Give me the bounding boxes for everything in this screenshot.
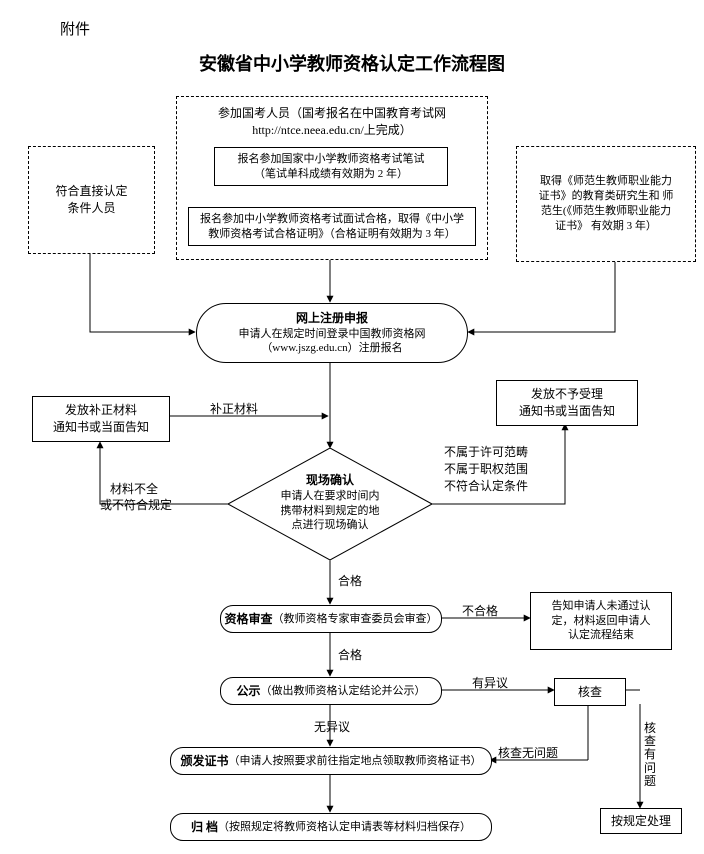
reject-notice-box: 发放不予受理 通知书或当面告知	[496, 380, 638, 426]
reject-reasons: 不属于许可范畴 不属于职权范围 不符合认定条件	[444, 444, 528, 494]
top-left-line1: 符合直接认定	[55, 183, 127, 200]
issue-title: 颁发证书	[180, 753, 228, 770]
attachment-label: 附件	[60, 18, 90, 39]
label-pass-2: 合格	[338, 646, 362, 663]
review-text: （教师资格专家审查委员会审查）	[273, 612, 438, 627]
verify-box: 核查	[554, 678, 626, 706]
confirm-line2: 携带材料到规定的地	[228, 504, 432, 519]
publicity-title: 公示	[236, 683, 260, 700]
supplement-line2: 通知书或当面告知	[53, 419, 149, 436]
publicity-text: （做出教师资格认定结论并公示）	[261, 684, 426, 699]
top-right-line2: 证书》的教育类研究生和 师	[539, 189, 674, 204]
archive-text: （按照规定将教师资格认定申请表等材料归档保存）	[218, 820, 471, 835]
online-register-box: 网上注册申报 申请人在规定时间登录中国教师资格网 （www.jszg.edu.c…	[196, 303, 468, 363]
review-fail-line2: 定，材料返回申请人	[552, 614, 651, 629]
exam-interview-line2: 教师资格考试合格证明》（合格证明有效期为 3 年）	[208, 227, 456, 242]
page-title: 安徽省中小学教师资格认定工作流程图	[0, 50, 704, 76]
top-right-line1: 取得《师范生教师职业能力	[540, 174, 672, 189]
supplement-line1: 发放补正材料	[65, 402, 137, 419]
label-incomplete2: 或不符合规定	[100, 496, 172, 513]
exam-written-line1: 报名参加国家中小学教师资格考试笔试	[238, 152, 425, 167]
reject-reason-3: 不符合认定条件	[444, 478, 528, 495]
archive-box: 归 档 （按照规定将教师资格认定申请表等材料归档保存）	[170, 813, 492, 841]
qualification-review-box: 资格审查 （教师资格专家审查委员会审查）	[220, 605, 442, 633]
label-verify-ok: 核查无问题	[498, 744, 558, 761]
confirm-line3: 点进行现场确认	[228, 518, 432, 533]
top-right-line3: 范生(《师范生教师职业能力	[541, 204, 671, 219]
review-fail-box: 告知申请人未通过认 定，材料返回申请人 认定流程结束	[530, 592, 672, 650]
reject-reason-1: 不属于许可范畴	[444, 444, 528, 461]
verify-text: 核查	[578, 684, 602, 701]
register-line2: （www.jszg.edu.cn）注册报名	[197, 341, 467, 356]
top-right-normal-student-box: 取得《师范生教师职业能力 证书》的教育类研究生和 师 范生(《师范生教师职业能力…	[516, 146, 696, 262]
review-title: 资格审查	[224, 611, 272, 628]
top-center-header2: http://ntce.neea.edu.cn/上完成）	[252, 122, 412, 139]
confirm-title: 现场确认	[228, 472, 432, 489]
label-fail: 不合格	[462, 602, 498, 619]
publicity-box: 公示 （做出教师资格认定结论并公示）	[220, 677, 442, 705]
archive-title: 归 档	[191, 819, 218, 836]
review-fail-line1: 告知申请人未通过认	[552, 599, 651, 614]
supplement-notice-box: 发放补正材料 通知书或当面告知	[32, 396, 170, 442]
label-no-objection: 无异议	[314, 718, 350, 735]
top-center-header1: 参加国考人员（国考报名在中国教育考试网	[218, 105, 446, 122]
handle-text: 按规定处理	[611, 813, 671, 830]
top-left-line2: 条件人员	[67, 200, 115, 217]
confirm-line1: 申请人在要求时间内	[228, 489, 432, 504]
issue-text: （申请人按照要求前往指定地点领取教师资格证书）	[229, 754, 482, 769]
exam-interview-box: 报名参加中小学教师资格考试面试合格，取得《中小学 教师资格考试合格证明》（合格证…	[188, 207, 476, 246]
issue-cert-box: 颁发证书 （申请人按照要求前往指定地点领取教师资格证书）	[170, 747, 492, 775]
review-fail-line3: 认定流程结束	[568, 628, 634, 643]
onsite-confirm-diamond: 现场确认 申请人在要求时间内 携带材料到规定的地 点进行现场确认	[228, 448, 432, 560]
top-right-line4: 证书》 有效期 3 年）	[555, 219, 657, 234]
exam-interview-line1: 报名参加中小学教师资格考试面试合格，取得《中小学	[200, 212, 464, 227]
reject-line2: 通知书或当面告知	[519, 403, 615, 420]
exam-written-line2: （笔试单科成绩有效期为 2 年）	[254, 167, 408, 182]
label-incomplete1: 材料不全	[110, 480, 158, 497]
exam-written-box: 报名参加国家中小学教师资格考试笔试 （笔试单科成绩有效期为 2 年）	[214, 147, 448, 186]
label-pass-1: 合格	[338, 572, 362, 589]
label-supplement: 补正材料	[210, 400, 258, 417]
reject-reason-2: 不属于职权范围	[444, 461, 528, 478]
register-title: 网上注册申报	[197, 310, 467, 327]
label-verify-problem: 核查有问题	[644, 722, 658, 788]
register-line1: 申请人在规定时间登录中国教师资格网	[197, 327, 467, 342]
reject-line1: 发放不予受理	[531, 386, 603, 403]
handle-box: 按规定处理	[600, 808, 682, 834]
top-left-condition-box: 符合直接认定 条件人员	[28, 146, 155, 254]
label-objection: 有异议	[472, 674, 508, 691]
